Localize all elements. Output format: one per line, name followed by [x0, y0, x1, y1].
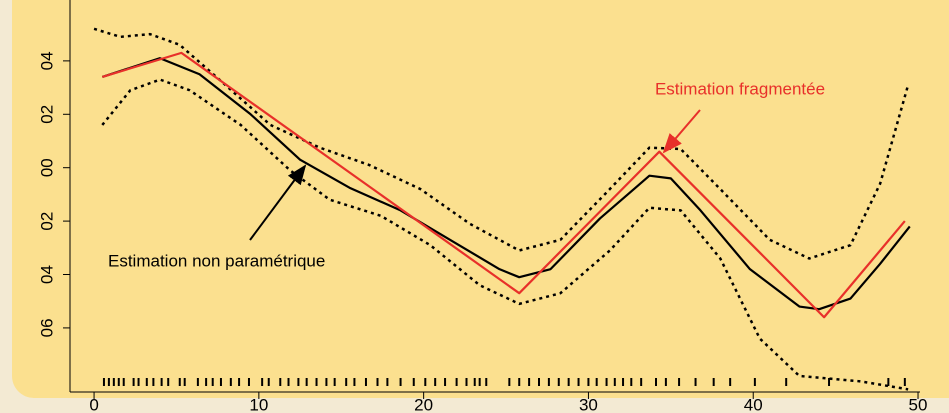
- annotation: Estimation non paramétrique: [108, 251, 325, 270]
- annotation: Estimation fragmentée: [655, 79, 825, 98]
- panel: [12, 0, 949, 398]
- estimate-line: [101, 57, 911, 311]
- x-tick-label: 30: [579, 395, 598, 413]
- annotation-arrow: [249, 164, 307, 241]
- band-line: [101, 78, 909, 391]
- x-tick-label: 0: [89, 395, 98, 413]
- y-tick-label: 00: [37, 158, 56, 177]
- x-tick-label: 10: [249, 395, 268, 413]
- x-tick-label: 20: [414, 395, 433, 413]
- y-tick-label: 04: [37, 51, 56, 70]
- x-tick-label: 50: [909, 395, 928, 413]
- y-tick-label: 04: [37, 265, 56, 284]
- band-line: [93, 27, 910, 260]
- estimate-line: [101, 51, 906, 319]
- y-tick-label: 02: [37, 105, 56, 124]
- y-tick-label: 06: [37, 318, 56, 337]
- x-tick-label: 40: [744, 395, 763, 413]
- annotation-arrow: [662, 109, 701, 154]
- y-tick-label: 02: [37, 212, 56, 231]
